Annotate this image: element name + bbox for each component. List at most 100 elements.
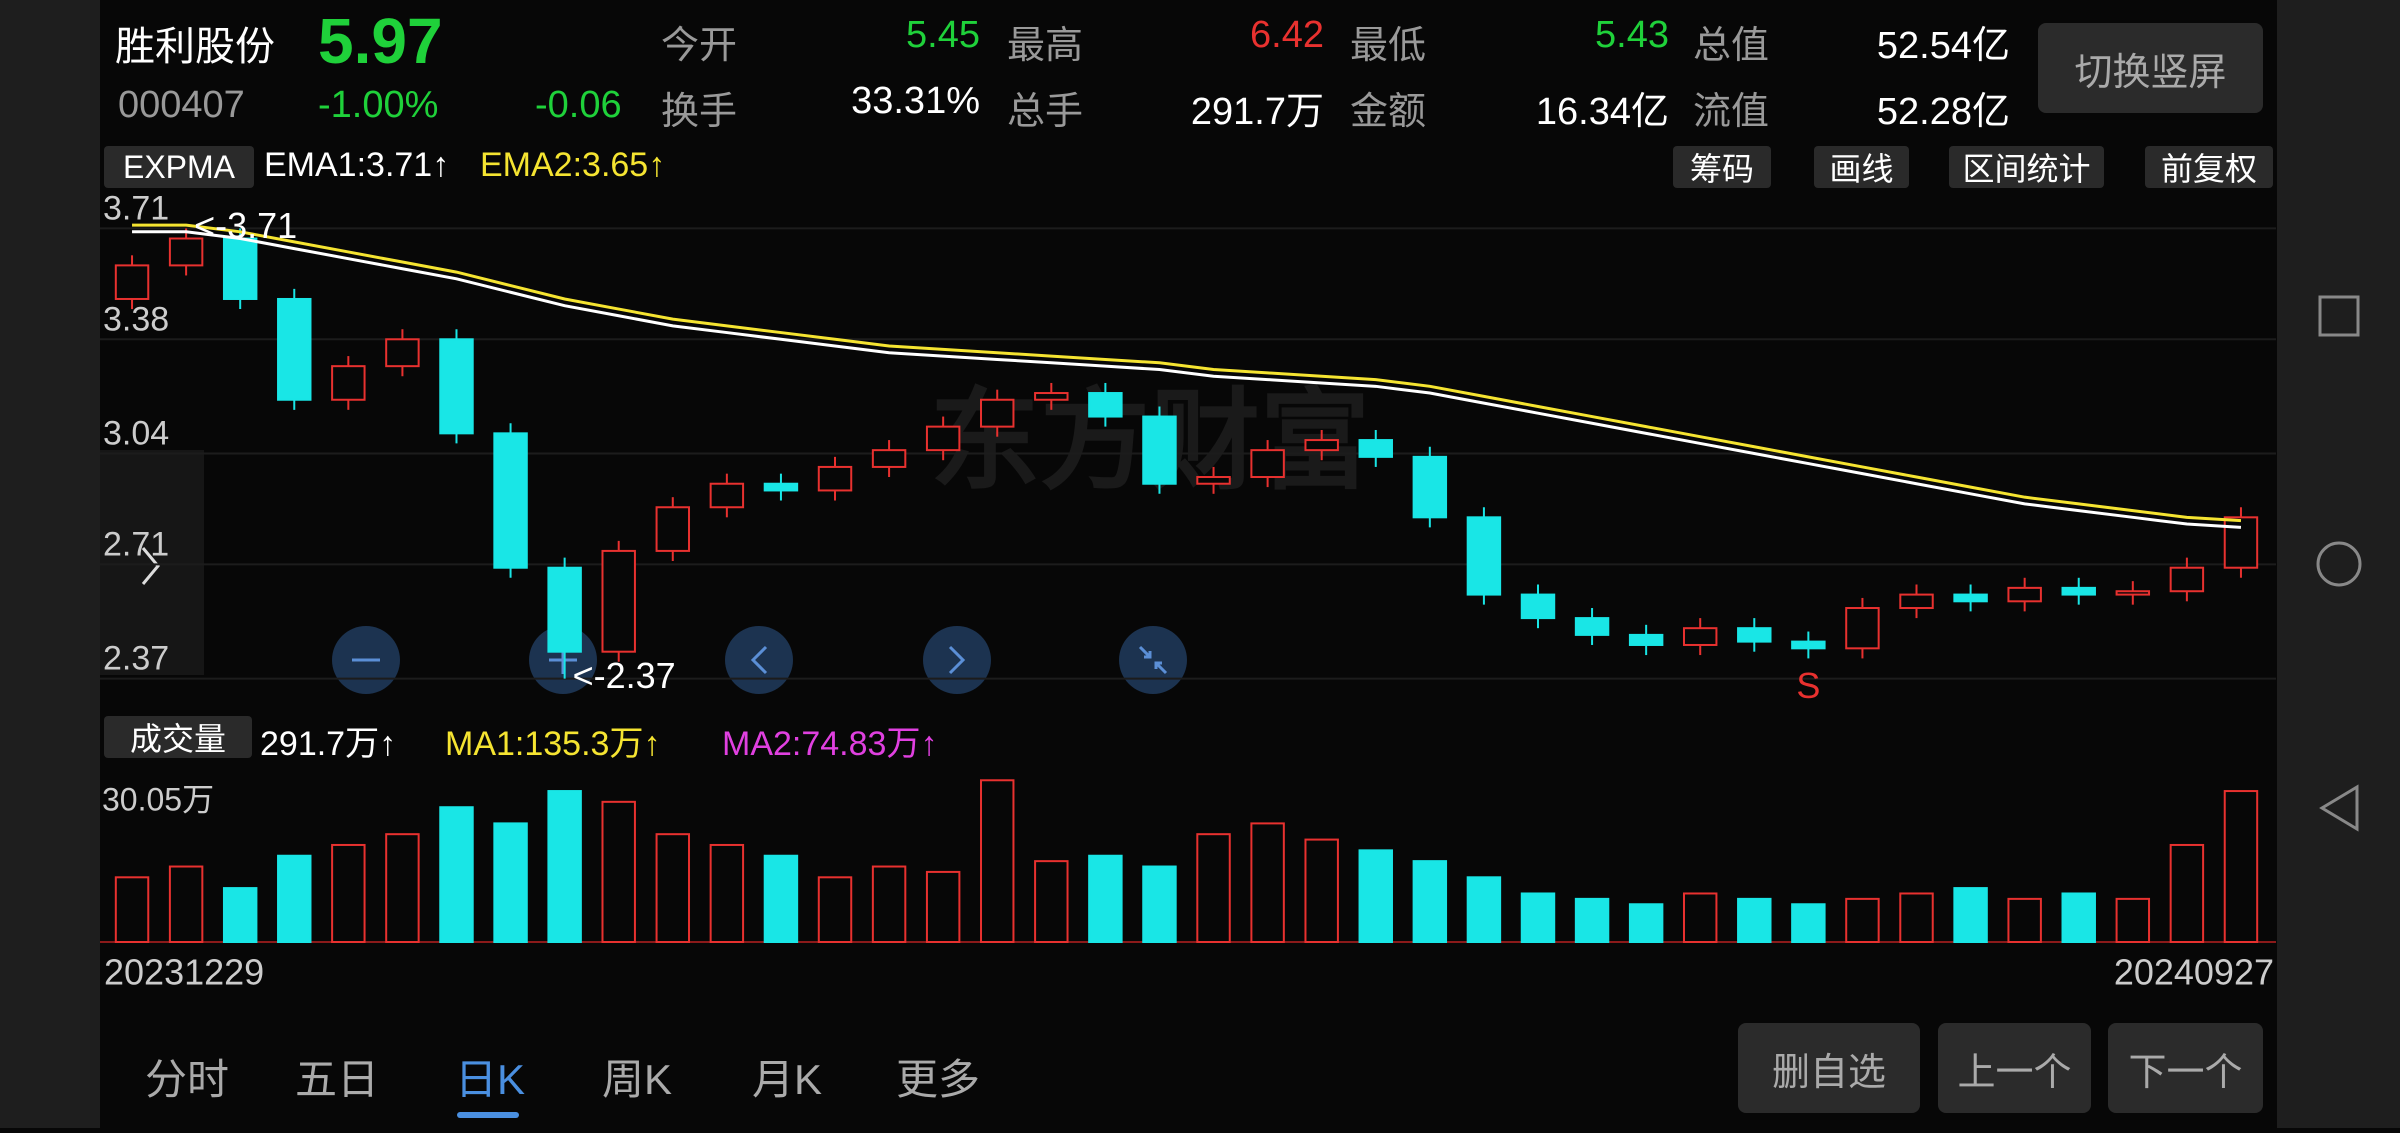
volume-bar xyxy=(277,854,312,944)
candle-body xyxy=(817,465,853,492)
stat-label: 换手 xyxy=(661,91,738,133)
volume-bar xyxy=(1304,838,1339,944)
candle-body xyxy=(2007,586,2042,603)
volume-bar xyxy=(331,843,366,943)
y-tick-label: 3.71 xyxy=(103,189,169,227)
stat-label: 最低 xyxy=(1350,25,1427,67)
toggle-button[interactable]: 切换竖屏 xyxy=(2038,23,2263,113)
volume-bar xyxy=(1682,892,1718,943)
candle-body xyxy=(1682,627,1718,646)
candle-body xyxy=(331,365,366,401)
tab[interactable]: 月K xyxy=(752,1056,823,1103)
y-tick-label: 2.37 xyxy=(103,640,169,678)
stat-label: 总值 xyxy=(1693,25,1770,67)
volume-bar xyxy=(1628,903,1664,943)
volume-bar xyxy=(709,843,745,943)
volume-bar xyxy=(1250,822,1285,943)
volume-bar xyxy=(1574,897,1610,944)
y-tick-label: 30.05万 xyxy=(102,781,214,817)
volume-bar xyxy=(925,870,961,943)
toolbar-button[interactable]: 区间统计 xyxy=(1949,146,2104,188)
candle-body xyxy=(763,482,799,492)
volume-bar xyxy=(1845,897,1880,944)
volume-bar xyxy=(1899,892,1934,943)
stat-label: 今开 xyxy=(661,25,738,67)
change: -0.06 xyxy=(535,84,622,126)
x-tick-label: 20240927 xyxy=(2114,952,2274,993)
stat-label: 流值 xyxy=(1693,91,1770,133)
stat-value: 33.31% xyxy=(851,80,980,122)
action-button[interactable]: 上一个 xyxy=(1938,1023,2091,1113)
tab[interactable]: 日K xyxy=(455,1056,526,1103)
volume-bar xyxy=(385,833,420,943)
stat-label: 总手 xyxy=(1007,91,1084,133)
tab-underline xyxy=(457,1112,519,1118)
stat-value: 5.45 xyxy=(906,14,980,56)
annotation: <-2.37 xyxy=(573,655,676,696)
candle-body xyxy=(980,398,1015,428)
volume-bar xyxy=(493,822,528,943)
stat-label: 最高 xyxy=(1007,25,1084,67)
candle-body xyxy=(1034,392,1069,401)
volume-bar xyxy=(601,800,636,943)
action-button[interactable]: 删自选 xyxy=(1738,1023,1920,1113)
volume-bar xyxy=(1142,865,1177,944)
candle-body xyxy=(2115,590,2151,596)
ma1-legend: MA1:135.3万↑ xyxy=(445,725,661,763)
y-tick-label: 3.38 xyxy=(103,300,169,338)
candle-body xyxy=(1196,476,1231,485)
candle-body xyxy=(222,237,258,300)
candle-body xyxy=(709,482,745,509)
candle-body xyxy=(2223,516,2259,569)
y-tick-label: 3.04 xyxy=(103,414,169,452)
indicator-select[interactable]: EXPMA xyxy=(104,146,254,188)
candle-body xyxy=(1845,607,1880,650)
volume-bar xyxy=(114,876,150,943)
volume-bar xyxy=(1520,892,1556,943)
candle-body xyxy=(2169,566,2205,593)
ema-line xyxy=(132,230,2242,529)
stat-value: 291.7万 xyxy=(1190,91,1324,133)
candle-body xyxy=(1520,593,1556,620)
stat-value: 16.34亿 xyxy=(1535,91,1669,133)
toolbar-button[interactable]: 筹码 xyxy=(1673,146,1771,188)
tab[interactable]: 周K xyxy=(602,1056,673,1103)
volume-indicator[interactable]: 成交量 xyxy=(104,716,252,758)
nav-icons xyxy=(2316,295,2362,832)
action-button[interactable]: 下一个 xyxy=(2108,1023,2263,1113)
volume-bar xyxy=(168,865,204,944)
tab[interactable]: 分时 xyxy=(145,1056,230,1103)
candle-body xyxy=(655,506,691,552)
candle-body xyxy=(871,449,907,468)
candle-body xyxy=(547,566,582,653)
change-pct: -1.00% xyxy=(318,84,439,126)
stat-value: 52.54亿 xyxy=(1876,25,2010,67)
volume-bar xyxy=(1358,849,1393,943)
toolbar-button[interactable]: 画线 xyxy=(1814,146,1909,188)
candle-body xyxy=(1304,439,1339,452)
candle-body xyxy=(168,237,204,267)
volume-total: 291.7万↑ xyxy=(260,725,397,763)
ema1-legend: EMA1:3.71↑ xyxy=(264,146,450,184)
candle-body xyxy=(1466,516,1502,596)
volume-bar xyxy=(2169,843,2205,943)
tab[interactable]: 更多 xyxy=(896,1056,981,1103)
stat-value: 6.42 xyxy=(1250,14,1324,56)
volume-bar xyxy=(1953,887,1988,943)
volume-bar xyxy=(2061,892,2096,943)
ma2-legend: MA2:74.83万↑ xyxy=(722,725,938,763)
ema2-legend: EMA2:3.65↑ xyxy=(480,146,666,184)
volume-bar xyxy=(817,876,853,943)
volume-bar xyxy=(1412,860,1448,943)
volume-bar xyxy=(1791,903,1826,943)
annotation: <-3.71 xyxy=(194,205,297,246)
candle-body xyxy=(114,264,150,300)
candle-body xyxy=(1737,627,1772,643)
volume-bar xyxy=(2007,897,2042,944)
candle-body xyxy=(601,549,636,653)
toolbar-button[interactable]: 前复权 xyxy=(2145,146,2273,188)
stat-label: 金额 xyxy=(1350,91,1427,133)
candle-body xyxy=(1142,415,1177,485)
candle-body xyxy=(1412,455,1448,519)
tab[interactable]: 五日 xyxy=(295,1056,380,1103)
